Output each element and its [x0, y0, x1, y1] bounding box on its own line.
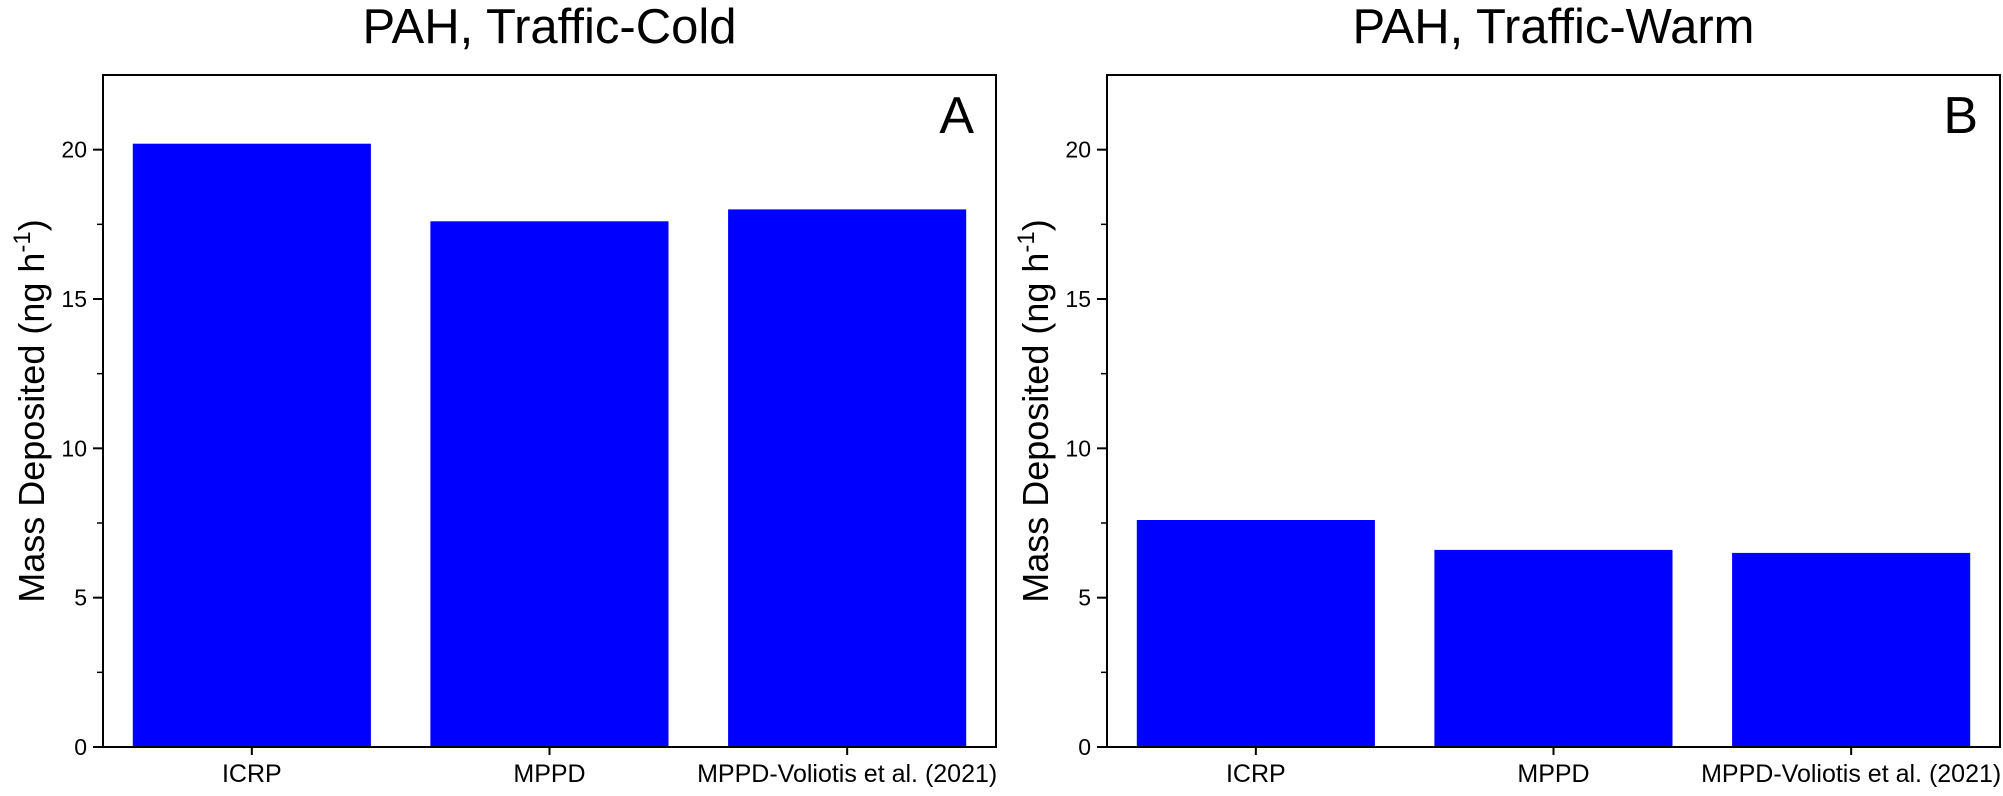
chart-title: PAH, Traffic-Warm	[1352, 0, 1754, 54]
y-axis-label-tail: )	[11, 219, 52, 231]
chart-panel-b: 0 5 10 15 20 ICRP MPPD MPPD-Voliotis et al. (20…	[1013, 0, 2001, 788]
y-axis-label: Mass Deposited (ng h-1)	[1013, 219, 1056, 603]
y-axis-label-tail: )	[1015, 219, 1056, 231]
y-axis-label-superscript: -1	[9, 231, 36, 252]
bar-1	[132, 143, 371, 747]
bar-3	[728, 209, 967, 747]
chart-title: PAH, Traffic-Cold	[363, 0, 737, 54]
chart-panel-a: 0 5 10 15 20 ICRP MPPD MPPD-Voliotis et al. (20…	[9, 0, 997, 788]
panel-label: A	[939, 87, 974, 145]
panel-label: B	[1943, 87, 1978, 145]
y-tick-label: 15	[1065, 286, 1091, 312]
bar-1	[1136, 520, 1375, 747]
y-axis-label-text: Mass Deposited (ng h	[11, 253, 52, 603]
x-tick-label: MPPD-Voliotis et al. (2021)	[1701, 760, 2001, 788]
y-axis-label-superscript: -1	[1013, 231, 1040, 252]
x-tick-label: MPPD	[1517, 760, 1589, 788]
y-tick-label: 5	[1078, 585, 1091, 611]
y-axis-label-text: Mass Deposited (ng h	[1015, 253, 1056, 603]
y-tick-label: 0	[74, 734, 87, 760]
bar-3	[1732, 552, 1971, 747]
y-tick-label: 20	[1065, 137, 1091, 163]
y-axis-label: Mass Deposited (ng h-1)	[9, 219, 52, 603]
x-tick-label: ICRP	[1226, 760, 1286, 788]
y-tick-label: 15	[61, 286, 87, 312]
x-tick-label: MPPD-Voliotis et al. (2021)	[697, 760, 997, 788]
x-tick-label: MPPD	[513, 760, 585, 788]
bar-2	[1434, 549, 1673, 747]
y-tick-label: 10	[61, 435, 87, 461]
y-tick-label: 5	[74, 585, 87, 611]
y-tick-label: 10	[1065, 435, 1091, 461]
bar-2	[430, 221, 669, 748]
x-tick-label: ICRP	[222, 760, 282, 788]
y-tick-label: 0	[1078, 734, 1091, 760]
y-tick-label: 20	[61, 137, 87, 163]
